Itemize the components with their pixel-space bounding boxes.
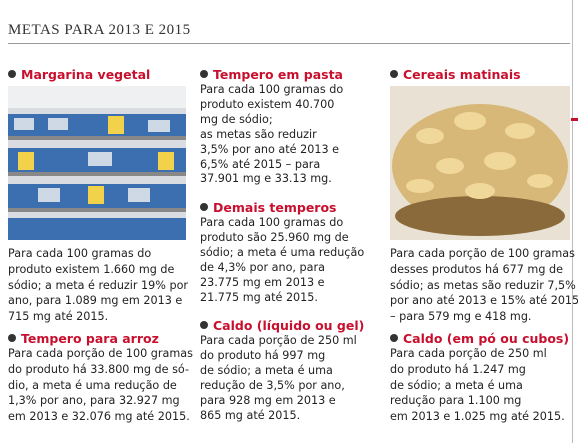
body-line: para 928 mg em 2013 e (200, 393, 336, 407)
photo-cereal (390, 86, 570, 240)
body-line: produto existem 1.660 mg de (8, 262, 175, 276)
body-line: de sódio; a meta é uma (200, 363, 333, 377)
body-line: ano, para 1.089 mg em 2013 e (8, 294, 183, 308)
photo-margarine (8, 86, 186, 240)
body-line: Para cada porção de 250 ml (390, 347, 547, 360)
body-line: Para cada porção de 100 gramas (8, 347, 193, 360)
body-line: em 2013 e 1.025 mg até 2015. (390, 410, 565, 424)
body-line: Para cada 100 gramas do (200, 83, 344, 96)
body-line: sódio; a meta é reduzir 19% por (8, 278, 189, 292)
body-line: 6,5% até 2015 – para (200, 157, 321, 171)
body-line: 865 mg até 2015. (200, 408, 301, 422)
body-line: 37.901 mg e 33.13 mg. (200, 172, 332, 186)
body-line: em 2013 e 32.076 mg até 2015. (8, 410, 190, 424)
body-line: dio, a meta é uma redução de (8, 378, 177, 392)
body-line: do produto há 997 mg (200, 348, 326, 362)
body-line: desses produtos há 677 mg de (390, 262, 563, 276)
body-line: de sódio; a meta é uma (390, 378, 523, 392)
body-line: sódio; a meta é uma redução (200, 245, 365, 259)
section-heading: Tempero em pasta (200, 67, 343, 82)
rule (8, 43, 570, 44)
body-line: 3,5% por ano até 2013 e (200, 142, 340, 156)
body-line: mg de sódio; (200, 112, 273, 126)
body-line: Para cada porção de 250 ml (200, 334, 357, 347)
body-line: as metas são reduzir (200, 127, 317, 141)
body-line: por ano até 2013 e 15% até 2015 (390, 294, 578, 308)
body-line: Para cada porção de 100 gramas (390, 247, 575, 260)
body-line: 715 mg até 2015. (8, 310, 109, 324)
body-line: produto existem 40.700 (200, 97, 335, 111)
body-line: – para 579 mg e 418 mg. (390, 310, 532, 324)
body-line: de 4,3% por ano, para (200, 260, 325, 274)
section-heading: Caldo (em pó ou cubos) (390, 331, 569, 346)
section-heading: Caldo (líquido ou gel) (200, 318, 364, 333)
body-line: produto são 25.960 mg de (200, 230, 349, 244)
title: METAS PARA 2013 E 2015 (8, 22, 191, 38)
body-line: 1,3% por ano, para 32.927 mg (8, 394, 180, 408)
body-line: sódio; as metas são reduzir 7,5% (390, 278, 576, 292)
section-heading: Demais temperos (200, 200, 337, 215)
edge (572, 0, 573, 443)
body-line: 23.775 mg em 2013 e (200, 275, 325, 289)
section-heading: Tempero para arroz (8, 331, 159, 346)
body-line: do produto há 1.247 mg (390, 362, 526, 376)
body-line: redução para 1.100 mg (390, 394, 522, 408)
section-heading: Cereais matinais (390, 67, 521, 82)
body-line: 21.775 mg até 2015. (200, 290, 318, 304)
edge-mark (571, 118, 578, 121)
body-line: redução de 3,5% por ano, (200, 378, 345, 392)
section-heading: Margarina vegetal (8, 67, 150, 82)
body-line: Para cada 100 gramas do (8, 247, 152, 260)
body-line: do produto há 33.800 mg de só- (8, 362, 189, 376)
body-line: Para cada 100 gramas do (200, 216, 344, 229)
